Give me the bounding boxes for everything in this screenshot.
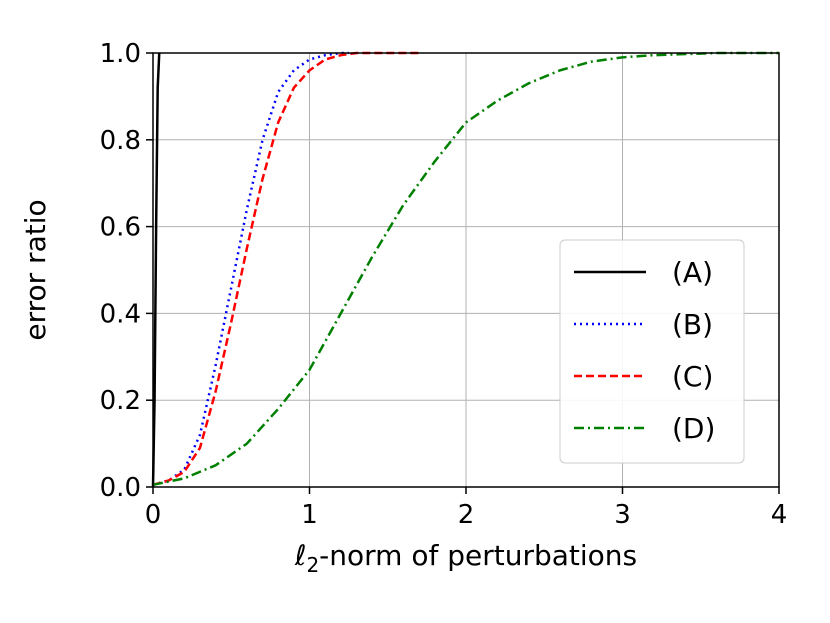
legend-label: (B)	[672, 308, 713, 341]
legend-label: (A)	[672, 256, 713, 289]
series-layer	[151, 51, 779, 488]
x-tick-label: 3	[614, 500, 631, 530]
series-line-b	[152, 51, 349, 487]
x-axis-label: ℓ2-norm of perturbations	[294, 539, 637, 577]
y-tick-label: 0.2	[100, 386, 141, 416]
y-tick-label: 0.8	[100, 126, 141, 156]
y-axis-label: error ratio	[19, 199, 52, 340]
tick-labels: 0 1 2 3 4 0.0 0.2 0.4 0.6 0.8 1.0	[100, 39, 788, 530]
x-tick-label: 1	[301, 500, 318, 530]
ticks	[146, 52, 780, 494]
y-tick-label: 0.6	[100, 213, 141, 243]
y-tick-label: 1.0	[100, 39, 141, 69]
x-axis-label-sub: 2	[306, 553, 319, 577]
x-tick-label: 0	[145, 500, 162, 530]
x-axis-label-math: ℓ	[294, 539, 307, 572]
series-line-c	[152, 51, 420, 487]
y-tick-label: 0.4	[100, 299, 141, 329]
x-tick-label: 4	[771, 500, 788, 530]
legend-label: (C)	[672, 360, 713, 393]
series-line-d	[152, 51, 779, 487]
legend-label: (D)	[672, 412, 715, 445]
legend: (A) (B) (C) (D)	[559, 239, 745, 464]
series-line-a	[151, 52, 161, 488]
y-tick-label: 0.0	[100, 473, 141, 503]
x-axis-label-rest: -norm of perturbations	[319, 539, 637, 572]
x-tick-label: 2	[458, 500, 475, 530]
legend-box	[559, 239, 745, 464]
